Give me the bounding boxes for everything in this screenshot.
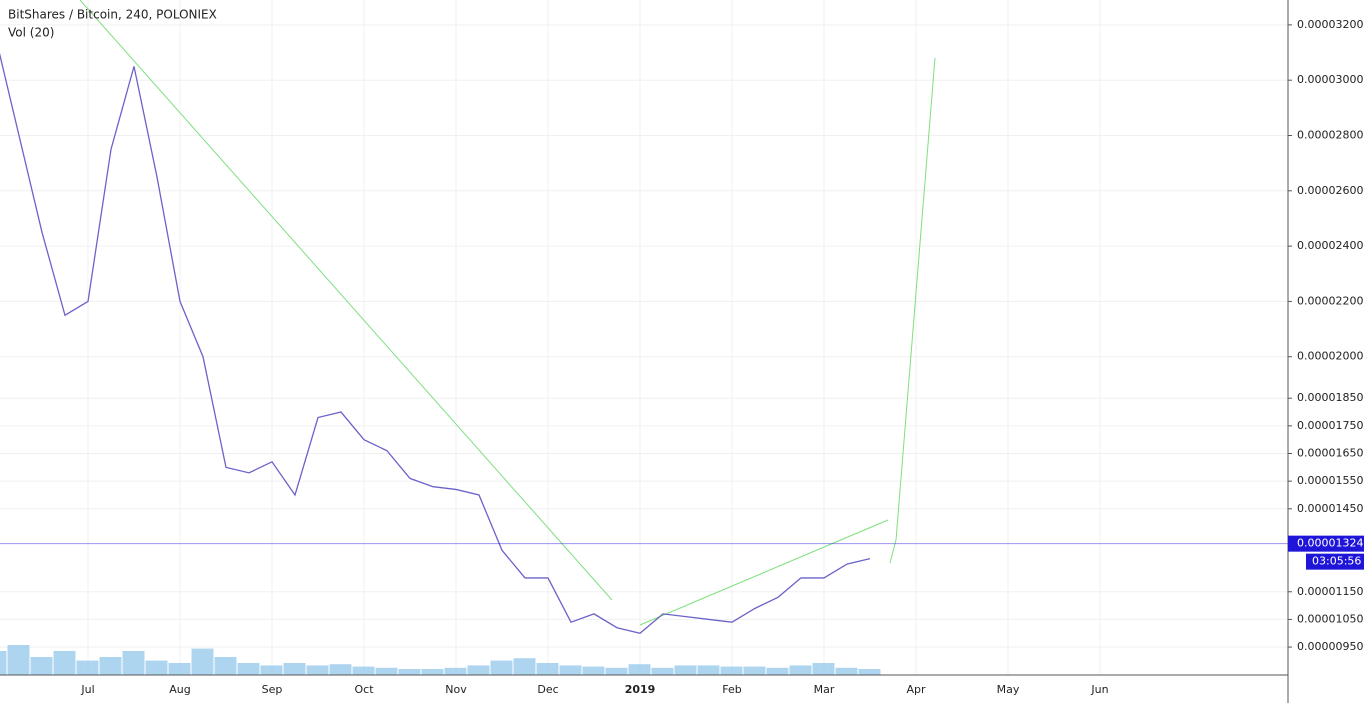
- x-tick-label: May: [997, 683, 1020, 696]
- volume-bar: [444, 667, 467, 675]
- y-tick-label: 0.00001850: [1297, 391, 1363, 404]
- volume-bar: [260, 665, 283, 675]
- projection-line: [889, 57, 936, 564]
- trend-lines: [79, 0, 936, 626]
- volume-bar: [30, 657, 53, 675]
- x-tick-label: Oct: [354, 683, 374, 696]
- volume-bar: [191, 648, 214, 675]
- countdown-label: 03:05:56: [1312, 555, 1361, 568]
- x-tick-label: Jul: [80, 683, 94, 696]
- volume-bar: [145, 660, 168, 675]
- y-tick-label: 0.00001750: [1297, 419, 1363, 432]
- volume-bar: [53, 651, 76, 675]
- y-tick-label: 0.00001150: [1297, 585, 1363, 598]
- y-tick-label: 0.00001450: [1297, 502, 1363, 515]
- x-tick-label: Sep: [262, 683, 283, 696]
- volume-bar: [467, 665, 490, 675]
- volume-bar: [421, 669, 444, 675]
- volume-bar: [835, 667, 858, 675]
- volume-bar: [720, 666, 743, 675]
- x-tick-label: 2019: [625, 683, 656, 696]
- chart-title: BitShares / Bitcoin, 240, POLONIEX: [8, 8, 217, 22]
- volume-bar: [237, 663, 260, 675]
- volume-bar: [536, 663, 559, 675]
- volume-bar: [582, 666, 605, 675]
- volume-bar: [375, 667, 398, 675]
- volume-bar: [283, 663, 306, 675]
- volume-bar: [628, 664, 651, 675]
- x-tick-label: Jun: [1090, 683, 1108, 696]
- y-tick-label: 0.00000950: [1297, 640, 1363, 653]
- volume-bar: [766, 667, 789, 675]
- last-price-box: [1288, 535, 1364, 552]
- x-tick-label: Feb: [722, 683, 741, 696]
- volume-label: Vol (20): [8, 26, 54, 40]
- volume-bar: [306, 665, 329, 675]
- trend-line: [79, 0, 613, 601]
- y-tick-label: 0.00002000: [1297, 350, 1363, 363]
- x-tick-label: Aug: [169, 683, 190, 696]
- y-tick-label: 0.00002200: [1297, 294, 1363, 307]
- y-tick-label: 0.00002600: [1297, 184, 1363, 197]
- volume-bar: [7, 645, 30, 675]
- volume-bar: [651, 667, 674, 675]
- x-tick-label: Mar: [814, 683, 835, 696]
- x-tick-label: Dec: [537, 683, 558, 696]
- last-price-label: 0.00001324: [1297, 537, 1363, 550]
- countdown-box: [1306, 553, 1364, 570]
- volume-bar: [398, 669, 421, 675]
- volume-bar: [0, 651, 7, 675]
- volume-bar: [99, 657, 122, 675]
- price-line: [0, 52, 871, 634]
- y-tick-label: 0.00001650: [1297, 447, 1363, 460]
- y-tick-label: 0.00003200: [1297, 18, 1363, 31]
- volume-bar: [858, 669, 881, 675]
- x-tick-label: Apr: [906, 683, 926, 696]
- volume-bar: [743, 666, 766, 675]
- volume-bar: [513, 658, 536, 675]
- volume-bar: [76, 660, 99, 675]
- volume-bar: [490, 660, 513, 675]
- trend-line: [639, 519, 889, 626]
- volume-bar: [812, 663, 835, 675]
- volume-bar: [789, 665, 812, 675]
- volume-bar: [697, 665, 720, 675]
- y-tick-label: 0.00001050: [1297, 612, 1363, 625]
- y-tick-label: 0.00001550: [1297, 474, 1363, 487]
- volume-bar: [352, 666, 375, 675]
- volume-bar: [214, 657, 237, 675]
- y-tick-label: 0.00002800: [1297, 128, 1363, 141]
- x-tick-label: Nov: [445, 683, 467, 696]
- volume-bar: [122, 651, 145, 675]
- volume-bar: [674, 665, 697, 675]
- volume-bar: [605, 667, 628, 675]
- y-tick-label: 0.00002400: [1297, 239, 1363, 252]
- volume-bar: [329, 664, 352, 675]
- volume-bar: [559, 665, 582, 675]
- y-tick-label: 0.00003000: [1297, 73, 1363, 86]
- volume-bar: [168, 663, 191, 675]
